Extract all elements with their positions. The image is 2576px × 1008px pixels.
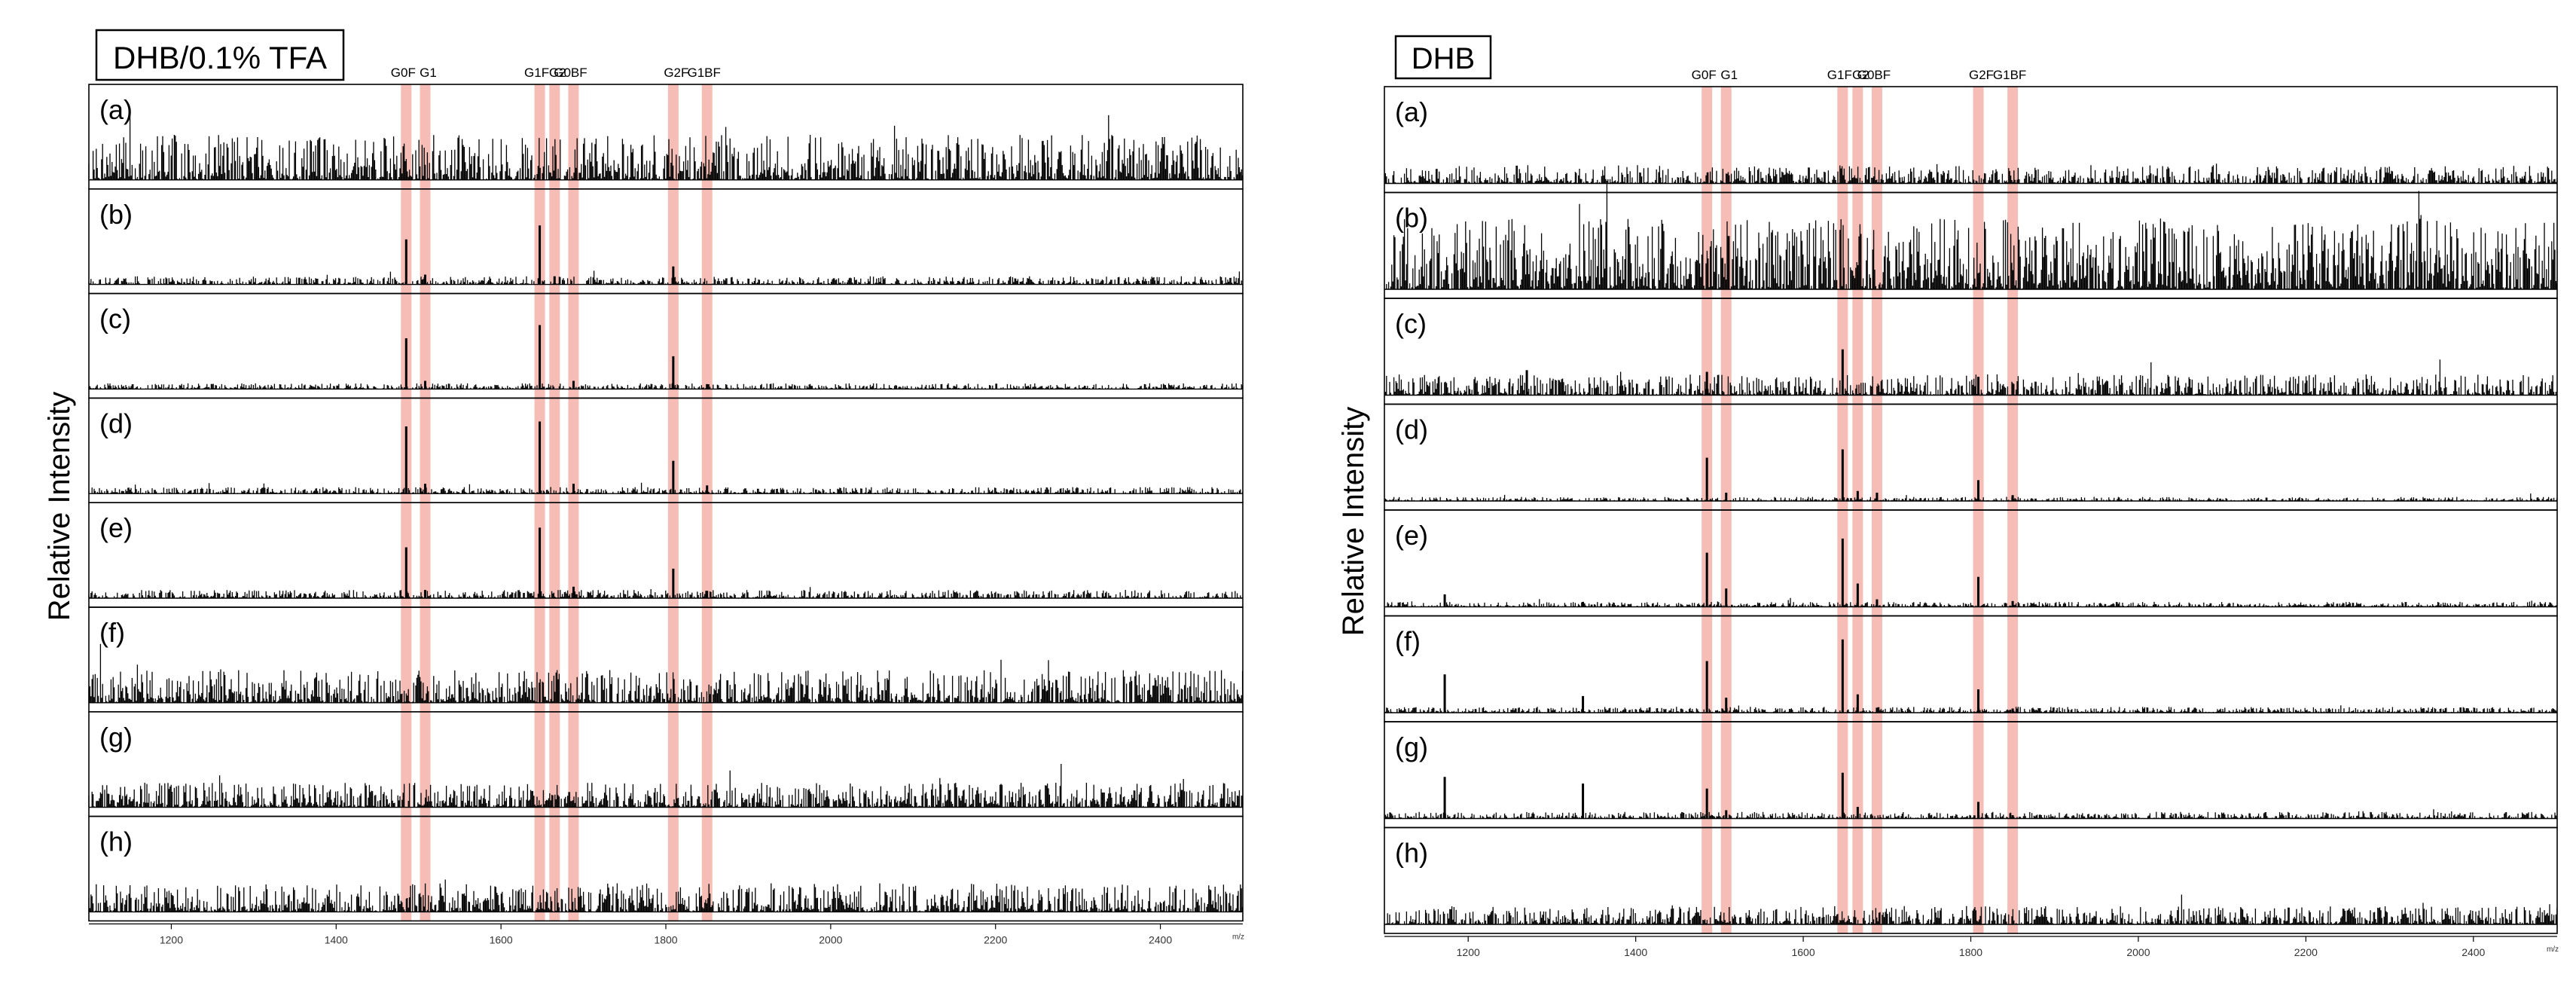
x-tick-label: 2200 — [984, 933, 1007, 945]
spectrum-traces — [88, 113, 1244, 913]
spectrum-trace — [88, 587, 1244, 598]
spectrum-label: (c) — [1395, 308, 1427, 339]
spectrum-label: (d) — [1395, 414, 1428, 445]
y-axis-label: Relative Intensity — [1337, 407, 1370, 637]
peak-label-g0f: G0F — [391, 66, 416, 80]
x-tick-label: 2200 — [2294, 946, 2318, 958]
peak-label-g1f: G1F — [1827, 68, 1852, 82]
peak-label-g1f: G1F — [524, 66, 549, 80]
spectrum-label: (g) — [99, 722, 133, 753]
x-tick-label: 1400 — [325, 933, 348, 945]
spectrum-frame — [88, 188, 1244, 295]
spectrum-frame — [88, 397, 1244, 504]
x-unit-label: m/z — [1232, 933, 1244, 941]
spectrum-frame — [88, 292, 1244, 399]
chart-title: DHB/0.1% TFA — [95, 29, 345, 81]
spectrum-frame — [1384, 509, 2558, 617]
spectrum-label: (b) — [99, 199, 133, 230]
spectrum-trace — [88, 482, 1244, 494]
spectrum-trace — [1384, 493, 2558, 501]
spectrum-label: (e) — [1395, 520, 1428, 551]
x-tick-label: 2000 — [2126, 946, 2150, 958]
peak-label-g1: G1 — [1720, 68, 1738, 82]
peak-label-g2: G2 — [549, 66, 566, 80]
spectrum-frame — [1384, 721, 2558, 829]
x-tick-label: 2000 — [819, 933, 842, 945]
spectrum-trace — [1386, 597, 2558, 607]
x-tick-label: 1800 — [1959, 946, 1982, 958]
x-tick-label: 1200 — [160, 933, 183, 945]
spectrum-trace — [1384, 705, 2558, 713]
spectrum-label: (b) — [1395, 203, 1428, 234]
spectrum-frames — [1384, 86, 2558, 934]
x-axis: 1200 1400 1600 1800 2000 2200 2400 m/z — [1384, 936, 2559, 958]
spectrum-trace — [1384, 163, 2558, 184]
chart-title: DHB — [1394, 35, 1492, 80]
spectrum-traces — [1384, 163, 2558, 925]
peak-label-g0bf: G0BF — [1857, 68, 1891, 82]
spectrum-frames — [88, 84, 1244, 922]
spectrum-frame — [1384, 826, 2558, 934]
title-text: DHB/0.1% TFA — [113, 40, 327, 75]
spectrum-label: (e) — [99, 512, 133, 543]
title-box — [1394, 35, 1492, 80]
y-axis-label: Relative Intensity — [43, 392, 76, 622]
spectrum-label: (d) — [99, 408, 133, 438]
spectrum-trace — [1384, 894, 2558, 924]
x-unit-label: m/z — [2547, 945, 2559, 954]
peak-label-g1: G1 — [420, 66, 437, 80]
spectrum-trace — [88, 113, 1244, 180]
x-tick-label: 2400 — [1149, 933, 1172, 945]
spectrum-trace — [88, 270, 1242, 285]
peak-label-g1bf: G1BF — [1993, 68, 2026, 82]
x-tick-label: 1600 — [1791, 946, 1814, 958]
peak-label-g0f: G0F — [1692, 68, 1717, 82]
spectrum-trace — [88, 879, 1244, 912]
x-tick-label: 1400 — [1624, 946, 1647, 958]
spectrum-frame — [1384, 615, 2558, 722]
spectrum-label: (g) — [1395, 732, 1428, 762]
x-tick-label: 1800 — [654, 933, 677, 945]
spectrum-trace — [88, 643, 1244, 703]
spectrum-frame — [88, 815, 1244, 922]
spectrum-label: (a) — [99, 94, 133, 125]
x-tick-label: 2400 — [2462, 946, 2485, 958]
x-axis: 1200 1400 1600 1800 2000 2200 2400 m/z — [89, 923, 1244, 945]
peak-label-g2f: G2F — [1969, 68, 1994, 82]
spectrum-trace — [88, 764, 1244, 808]
peak-label-g2: G2 — [1852, 68, 1869, 82]
spectrum-label: (h) — [1395, 838, 1428, 869]
peak-label-g1bf: G1BF — [688, 66, 721, 80]
spectrum-trace — [88, 383, 1244, 389]
spectrum-label: (a) — [1395, 96, 1428, 127]
title-box — [95, 29, 345, 81]
x-tick-label: 1600 — [490, 933, 513, 945]
spectrum-label: (f) — [1395, 626, 1421, 657]
title-text: DHB — [1412, 42, 1475, 75]
peak-label-g0bf: G0BF — [554, 66, 587, 80]
spectrum-trace — [1384, 809, 2558, 819]
spectrum-frame — [1384, 403, 2558, 511]
spectrum-label: (c) — [99, 304, 131, 334]
peak-label-g2f: G2F — [664, 66, 688, 80]
spectrum-trace — [1384, 181, 2558, 289]
spectrum-trace — [1384, 359, 2558, 396]
spectrum-label: (h) — [99, 826, 133, 857]
spectrum-label: (f) — [99, 617, 125, 648]
x-tick-label: 1200 — [1457, 946, 1480, 958]
